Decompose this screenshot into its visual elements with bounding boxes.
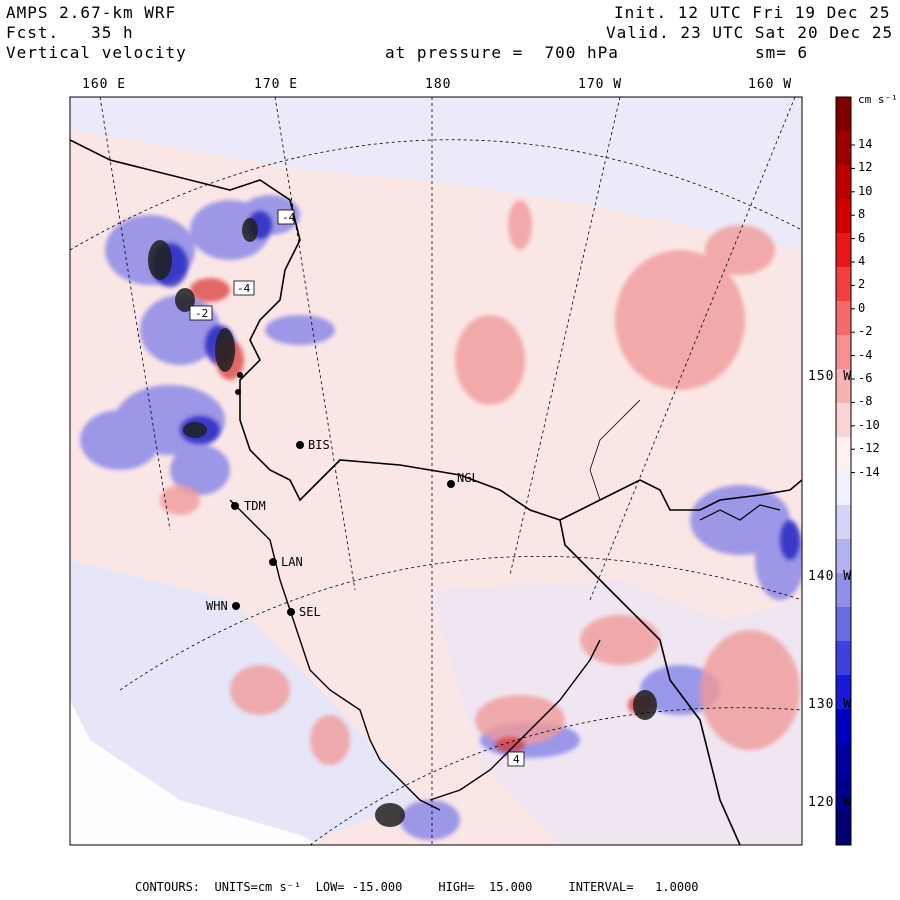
colorbar-tick-label: 14	[858, 137, 873, 151]
smoothing: sm= 6	[755, 43, 809, 62]
colorbar-unit: cm s⁻¹	[858, 93, 898, 106]
lon-label-160w: 160 W	[748, 77, 793, 92]
colorbar-tick-label: -4	[858, 347, 873, 362]
lat-label-120w: 120 W	[808, 795, 853, 810]
colorbar-swatch	[836, 437, 851, 472]
colorbar-swatch	[836, 743, 851, 778]
colorbar-tick-label: 6	[858, 230, 866, 245]
colorbar-tick-label: 0	[858, 300, 866, 315]
colorbar-swatch	[836, 267, 851, 302]
colorbar-swatch	[836, 335, 851, 370]
colorbar-tick-label: 12	[858, 160, 873, 175]
station-label-lan: LAN	[281, 555, 303, 569]
extrema-label-1: -4	[282, 211, 296, 224]
extrema-label-2: 4	[513, 753, 520, 766]
colorbar-swatch	[836, 777, 851, 812]
colorbar-swatch	[836, 199, 851, 234]
colorbar-swatch	[836, 471, 851, 506]
station-dot-extra-b	[237, 372, 243, 378]
lon-label-170w: 170 W	[578, 77, 623, 92]
station-label-tdm: TDM	[244, 499, 266, 513]
model-title: AMPS 2.67-km WRF	[6, 3, 177, 22]
colorbar-tick-label: 4	[858, 254, 866, 268]
station-label-whn: WHN	[206, 599, 228, 613]
colorbar-swatch	[836, 369, 851, 404]
contour-clusters	[148, 218, 657, 827]
station-label-bis: BIS	[308, 438, 330, 452]
station-label-ngl: NGL	[457, 471, 479, 485]
forecast-hour: Fcst. 35 h	[6, 23, 134, 42]
colorbar-swatch	[836, 403, 851, 438]
station-dot-tdm	[231, 502, 239, 510]
colorbar-swatch	[836, 505, 851, 540]
colorbar-swatch	[836, 709, 851, 744]
colorbar-swatch	[836, 301, 851, 336]
colorbar-swatch	[836, 573, 851, 608]
extrema-markers: -4 4 -4 -2	[189, 209, 525, 767]
lon-label-160e: 160 E	[82, 77, 127, 92]
colorbar-swatch	[836, 675, 851, 710]
map-frame	[69, 96, 803, 846]
colorbar-tick-label: -6	[858, 371, 873, 385]
siple-coast-line	[429, 639, 601, 801]
transantarctic-coast	[559, 519, 741, 845]
station-dot-ngl	[447, 480, 455, 488]
init-time: Init. 12 UTC Fri 19 Dec 25	[614, 3, 891, 22]
lat-label-140w: 140 W	[808, 569, 853, 584]
station-dot-sel	[287, 608, 295, 616]
colorbar-tick-label: 2	[858, 277, 866, 292]
colorbar-tick-label: -14	[858, 464, 880, 479]
colorbar-frame	[835, 96, 852, 846]
colorbar-swatch	[836, 97, 851, 132]
colorbar-swatch	[836, 539, 851, 574]
colorbar-tick-label: -10	[858, 417, 880, 432]
colorbar-swatch	[836, 607, 851, 642]
colorbar-swatch	[836, 811, 851, 846]
blank-area	[70, 700, 320, 845]
colorbar-tick-label: -12	[858, 441, 880, 456]
pressure-level: at pressure = 700 hPa	[385, 43, 619, 62]
lon-label-170e: 170 E	[254, 77, 299, 92]
colorbar-tick-label: 8	[858, 207, 866, 222]
field-name: Vertical velocity	[6, 43, 187, 62]
colorbar-swatch	[836, 641, 851, 676]
station-dot-bis	[296, 441, 304, 449]
station-markers	[231, 372, 455, 616]
plateau-region	[430, 580, 802, 845]
grounding-line	[229, 499, 441, 811]
ocean-weak-descent	[70, 97, 802, 250]
station-dot-lan	[269, 558, 277, 566]
station-dot-whn	[232, 602, 240, 610]
extrema-label-3: -4	[237, 282, 251, 295]
lat-label-130w: 130 W	[808, 697, 853, 712]
lat-label-150w: 150 W	[808, 369, 853, 384]
footer-contours: CONTOURS: UNITS=cm s⁻¹ LOW= -15.000 HIGH…	[135, 880, 699, 894]
colorbar-tick-label: -8	[858, 394, 873, 409]
station-label-sel: SEL	[299, 605, 321, 619]
colorbar-tick-label: -2	[858, 324, 873, 339]
extrema-label-4: -2	[195, 307, 208, 320]
coast-islands	[699, 504, 781, 521]
colorbar-tick-label: 10	[858, 183, 873, 198]
colorbar-swatch	[836, 165, 851, 200]
colorbar-swatch	[836, 233, 851, 268]
colorbar-swatch	[836, 131, 851, 166]
station-dot-extra-a	[235, 389, 241, 395]
colorbar	[836, 97, 855, 846]
lon-label-180: 180	[425, 77, 452, 92]
valid-time: Valid. 23 UTC Sat 20 Dec 25	[606, 23, 894, 42]
ascent-blobs	[160, 200, 800, 765]
contour-line-a	[589, 399, 641, 501]
